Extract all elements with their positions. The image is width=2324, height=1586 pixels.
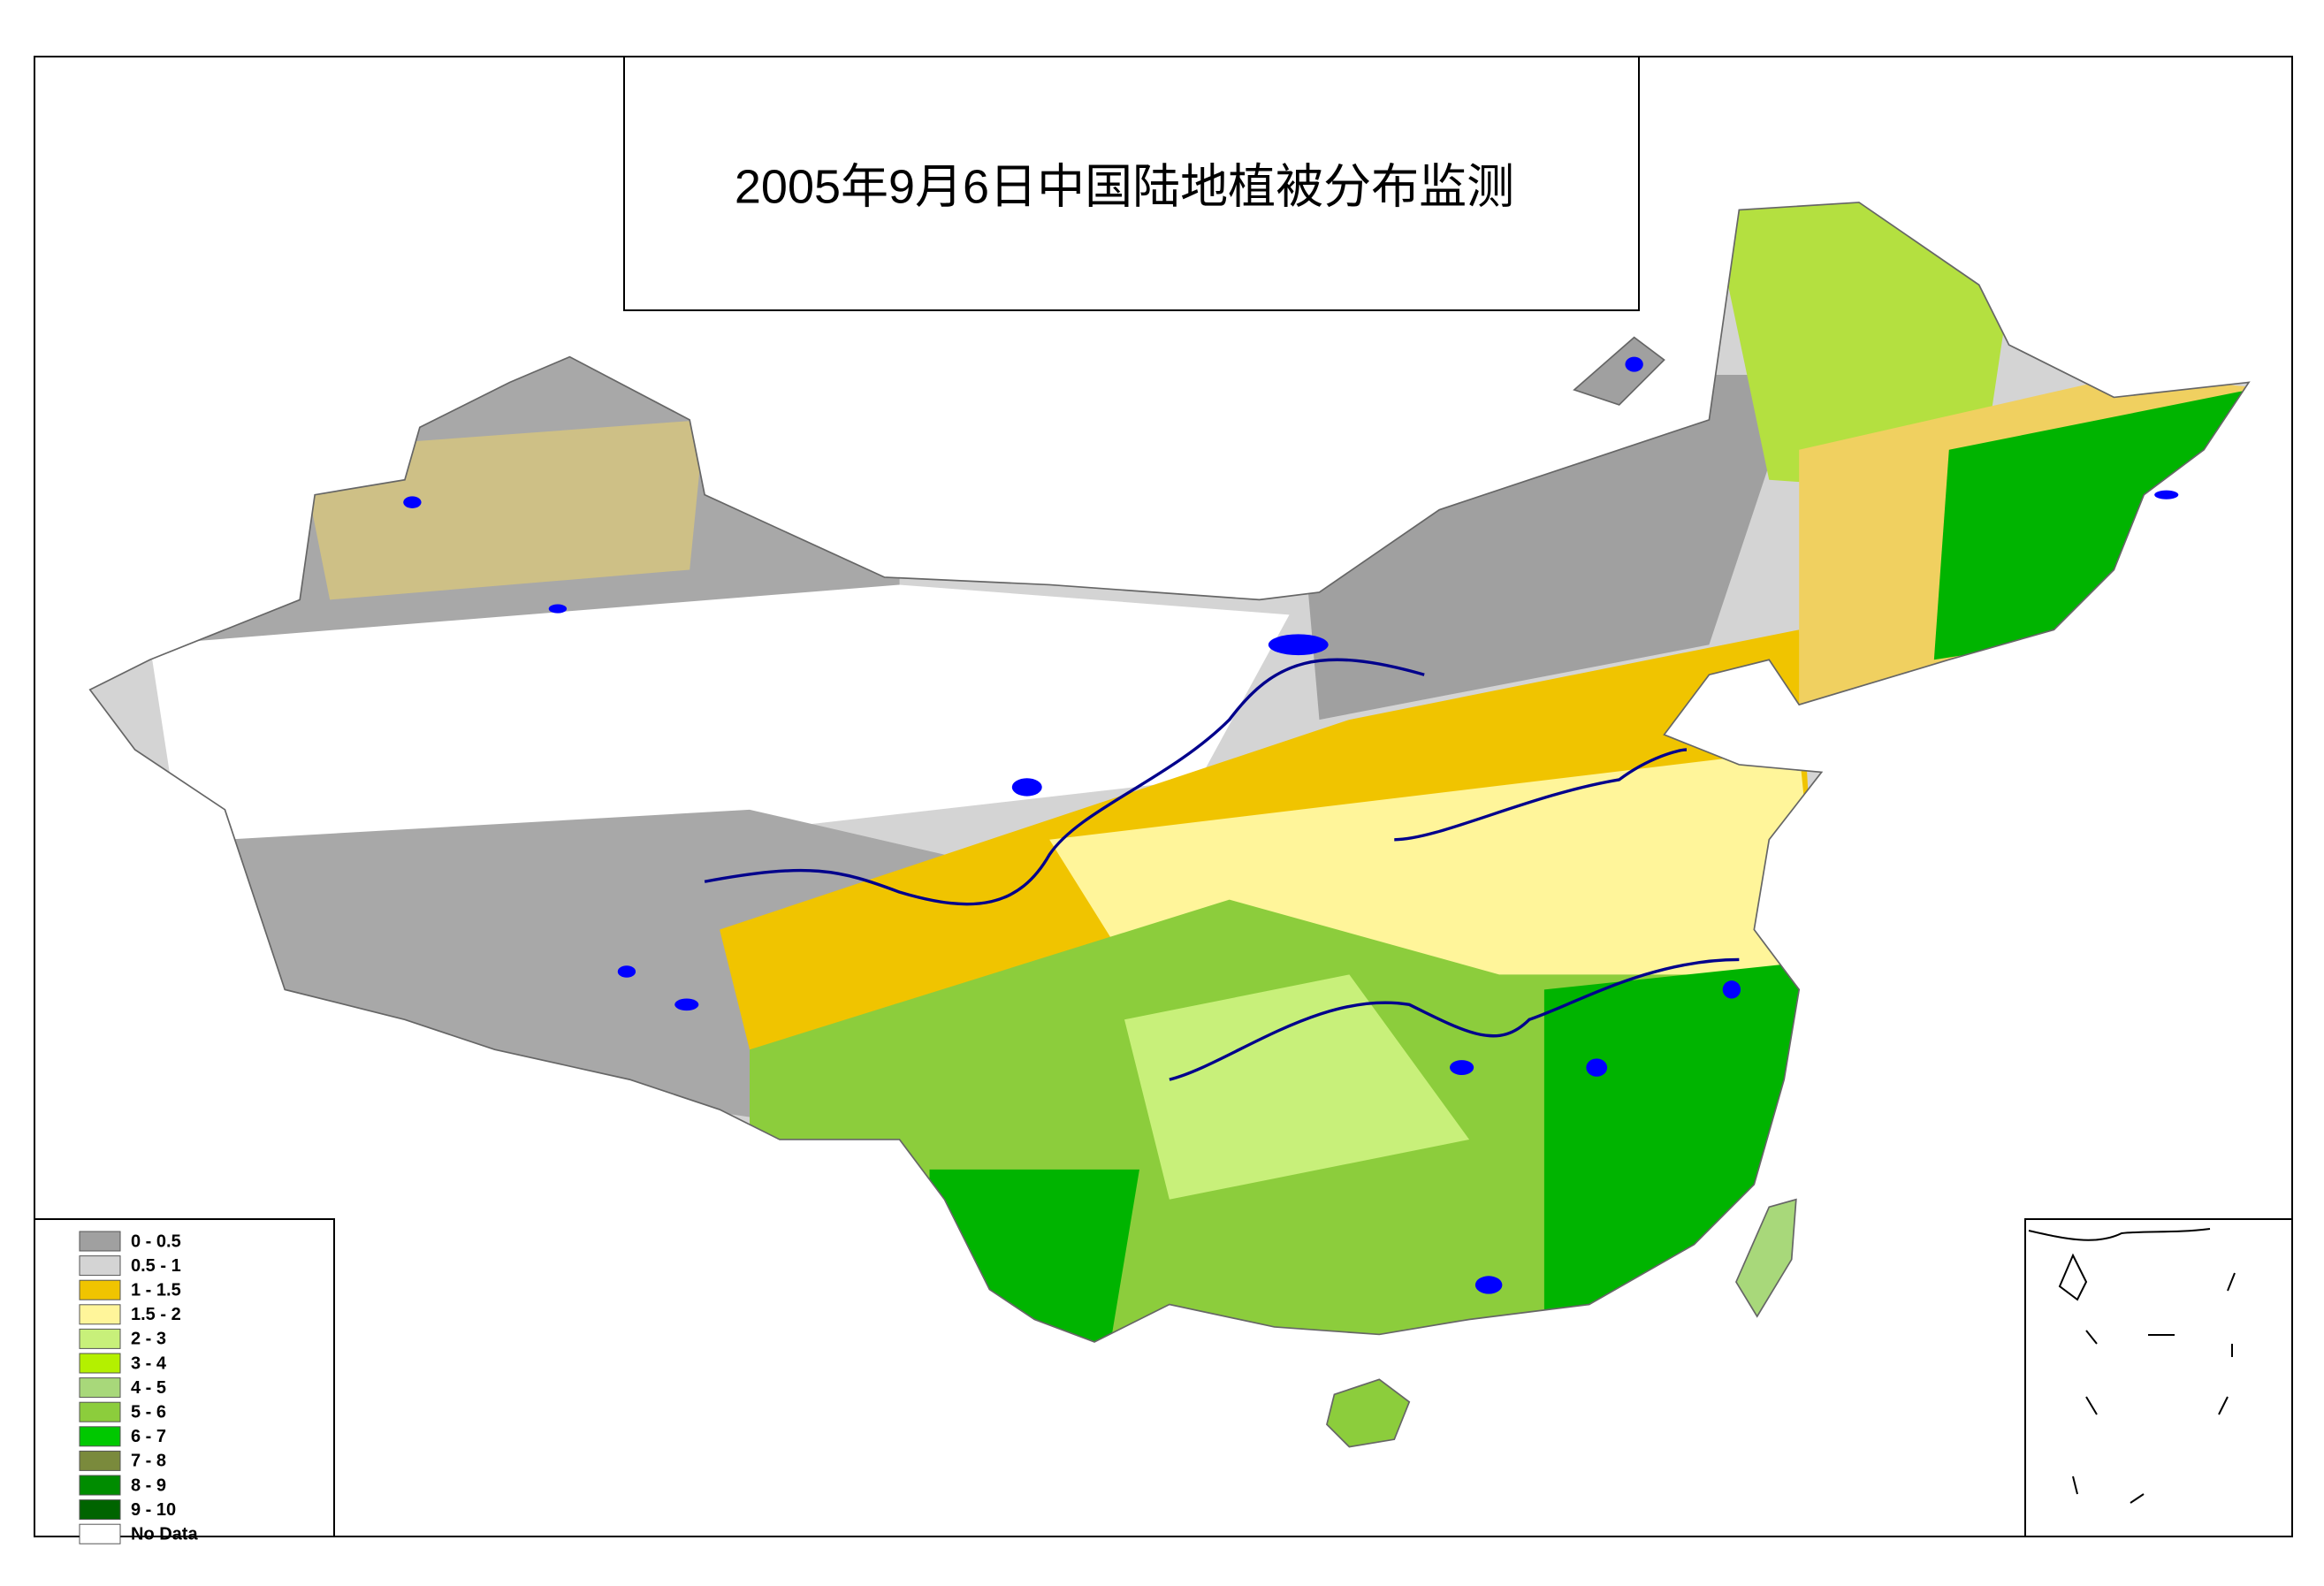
- legend-swatch: [79, 1499, 121, 1521]
- legend-label: 4 - 5: [131, 1378, 166, 1398]
- legend-label: 8 - 9: [131, 1475, 166, 1495]
- legend-swatch: [79, 1304, 121, 1325]
- legend-swatch: [79, 1231, 121, 1252]
- legend-swatch: [79, 1426, 121, 1447]
- legend-swatch: [79, 1353, 121, 1374]
- legend-label: 1.5 - 2: [131, 1305, 181, 1324]
- legend-label: 5 - 6: [131, 1402, 166, 1422]
- legend-swatch: [79, 1328, 121, 1349]
- legend-label: 0.5 - 1: [131, 1256, 181, 1276]
- legend-swatch: [79, 1255, 121, 1277]
- legend-swatch: [79, 1279, 121, 1300]
- inset-frame: [2024, 1218, 2293, 1537]
- legend: 0 - 0.5 0.5 - 1 1 - 1.5 1.5 - 2 2 - 3 3 - 4 4 …: [79, 1231, 198, 1544]
- legend-swatch: [79, 1450, 121, 1471]
- map-title: 2005年9月6日中国陆地植被分布监测: [735, 160, 1514, 213]
- legend-label: 9 - 10: [131, 1500, 176, 1520]
- legend-label: 7 - 8: [131, 1452, 166, 1471]
- legend-label: No Data: [131, 1524, 198, 1544]
- south-china-sea-inset: [2028, 1228, 2236, 1504]
- legend-label: 0 - 0.5: [131, 1231, 181, 1251]
- legend-label: 1 - 1.5: [131, 1280, 181, 1300]
- title-box: [623, 56, 1640, 311]
- legend-swatch: [79, 1401, 121, 1422]
- legend-swatch: [79, 1523, 121, 1544]
- legend-swatch: [79, 1377, 121, 1399]
- legend-label: 3 - 4: [131, 1353, 167, 1373]
- legend-swatch: [79, 1475, 121, 1496]
- legend-label: 2 - 3: [131, 1330, 166, 1349]
- legend-label: 6 - 7: [131, 1427, 166, 1446]
